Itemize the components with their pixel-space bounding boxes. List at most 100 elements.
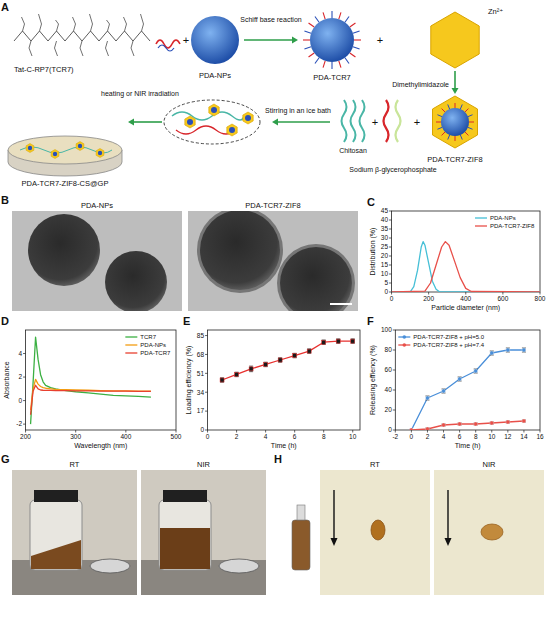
data-point <box>351 339 355 343</box>
panel-letter: A <box>1 1 9 13</box>
side-chain <box>22 17 25 31</box>
y-tick-label: 0 <box>384 288 388 295</box>
panel-letter: G <box>1 453 10 465</box>
zif8-shell <box>197 211 283 293</box>
arrow-head <box>292 37 298 44</box>
plot-data <box>409 348 526 430</box>
legend-marker <box>403 335 407 339</box>
surface-peptide <box>323 61 325 68</box>
tem-image <box>188 211 358 311</box>
y-tick-label: 40 <box>385 386 393 393</box>
x-tick-label: 0 <box>206 433 210 440</box>
x-tick-label: 500 <box>171 433 182 440</box>
salt-strand <box>396 100 401 142</box>
error-bar <box>458 377 462 381</box>
x-tick-label: 10 <box>349 433 357 440</box>
arrow <box>452 71 459 94</box>
label: Schiff base reaction <box>240 16 301 23</box>
plot-frame <box>392 211 540 292</box>
y-tick <box>393 330 396 331</box>
panel-letter: F <box>367 315 374 327</box>
surface-peptide <box>303 39 310 40</box>
particle <box>76 142 84 151</box>
y-tick-label: 20 <box>385 406 393 413</box>
error-bar <box>264 362 268 366</box>
y-tick <box>205 430 208 431</box>
error-bar <box>425 428 429 430</box>
plot-frame <box>395 330 540 430</box>
x-axis-title: Time (h) <box>271 442 297 450</box>
image-title: PDA-TCR7-ZIF8 <box>245 201 300 210</box>
surface-peptide <box>339 12 341 19</box>
zif8-shell <box>277 244 355 311</box>
arrow-shaft <box>278 121 330 123</box>
arrow-head <box>445 538 452 546</box>
y-tick-label: 0 <box>388 426 392 433</box>
legend-marker <box>403 343 407 347</box>
y-tick-label: 45 <box>381 207 389 214</box>
surface-peptide <box>315 17 319 23</box>
surface-peptide <box>350 53 356 57</box>
x-axis-title: Particle diameter (nm) <box>431 304 500 312</box>
error-bar <box>351 339 355 343</box>
y-tick-label: 5 <box>384 279 388 286</box>
error-bar <box>458 423 462 425</box>
label: PDA-NPs <box>199 71 231 80</box>
error-bar <box>506 421 510 423</box>
surface-peptide <box>460 135 462 140</box>
error-bar <box>490 422 494 424</box>
y-tick <box>205 392 208 393</box>
y-tick <box>205 373 208 374</box>
error-bar <box>425 396 429 400</box>
error-bar <box>522 420 526 422</box>
vial-cap <box>163 490 207 502</box>
x-tick-label: 8 <box>322 433 326 440</box>
label: Tat-C-RP7(TCR7) <box>14 65 74 74</box>
legend-swatch <box>125 336 137 337</box>
surface-peptide <box>448 104 450 109</box>
gel <box>160 528 210 569</box>
y-tick-label: 80 <box>385 346 393 353</box>
dish <box>90 559 130 573</box>
label: Dimethylimidazole <box>392 81 449 89</box>
x-tick-label: 300 <box>70 433 81 440</box>
data-point <box>458 422 462 426</box>
plus-sign: + <box>372 116 378 128</box>
particle-core <box>187 119 193 125</box>
arrow-head <box>452 88 459 94</box>
particle <box>243 112 253 124</box>
error-bar <box>235 372 239 376</box>
x-tick-label: 200 <box>423 295 434 302</box>
data-point <box>425 396 429 400</box>
data-point <box>506 420 510 424</box>
surface-peptide <box>469 122 474 123</box>
series-line <box>31 379 151 410</box>
photo <box>434 470 544 595</box>
surface-peptide <box>345 17 349 23</box>
side-chain <box>90 14 93 31</box>
surface-peptide <box>460 104 462 109</box>
error-bar <box>506 348 510 352</box>
y-tick <box>205 411 208 412</box>
surface-peptide <box>331 11 332 18</box>
side-chain <box>39 14 42 31</box>
error-bar <box>474 369 478 373</box>
y-axis-title: Absorbance <box>3 361 10 398</box>
surface-peptide <box>350 23 356 27</box>
surface-peptide <box>442 109 446 113</box>
peptide-backbone <box>14 31 150 41</box>
y-tick-label: 0 <box>18 397 22 404</box>
x-axis-title: Time (h) <box>455 442 481 450</box>
particle <box>51 150 59 159</box>
arrow <box>272 119 330 126</box>
y-tick-label: 20 <box>381 252 389 259</box>
photo-background <box>286 470 316 595</box>
arrow-head <box>128 119 134 126</box>
panel-letter: E <box>183 315 190 327</box>
legend-label: PDA-NPs <box>140 342 166 348</box>
x-tick-label: 6 <box>458 433 462 440</box>
chart: 024681001734516885Time (h)Loading effici… <box>185 330 360 450</box>
x-tick-label: 0 <box>390 295 394 302</box>
y-axis-title: Loading efficiency (%) <box>185 346 193 415</box>
legend: TCR7PDA-NPsPDA-TCR7 <box>125 334 171 356</box>
